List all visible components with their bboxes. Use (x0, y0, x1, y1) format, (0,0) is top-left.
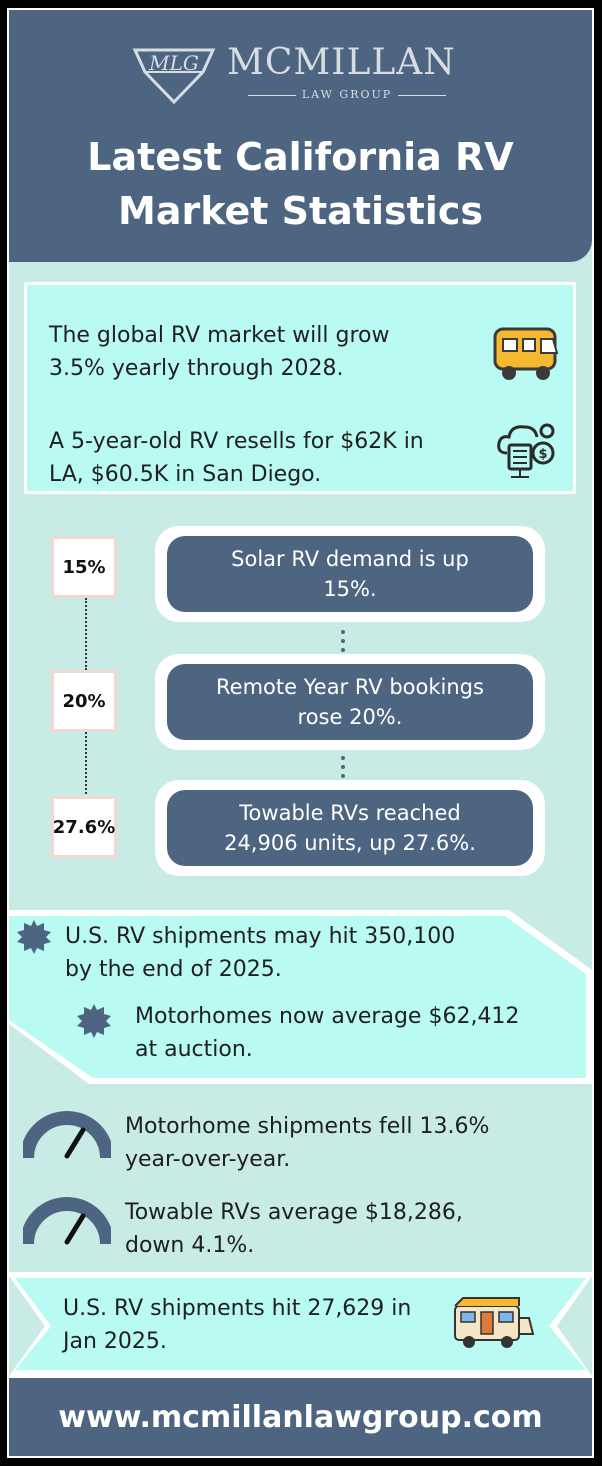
shipments-band-shape (9, 910, 592, 1084)
intro-stat-1-line-2: 3.5% yearly through 2028. (49, 356, 344, 381)
timeline-connector-2 (85, 732, 87, 794)
gauge-item-1-line-2: year-over-year. (125, 1147, 291, 1172)
intro-stat-2: A 5-year-old RV resells for $62K in LA, … (49, 425, 424, 491)
shipments-band: U.S. RV shipments may hit 350,100 by the… (9, 908, 592, 1086)
timeline-badge-2: 20% (51, 670, 117, 732)
final-stat: U.S. RV shipments hit 27,629 in Jan 2025… (63, 1292, 411, 1358)
card-connector-2 (341, 756, 345, 778)
shipments-item-1-line-1: U.S. RV shipments may hit 350,100 (65, 924, 456, 949)
timeline-card-2-text: Remote Year RV bookings rose 20%. (167, 664, 533, 740)
gauge-icon (23, 1197, 111, 1245)
timeline-card-1: Solar RV demand is up 15%. (155, 526, 545, 622)
logo: MLG MCMILLAN LAW GROUP (131, 42, 471, 104)
timeline-card-3-line-2: 24,906 units, up 27.6%. (224, 831, 476, 855)
gauge-item-1-line-1: Motorhome shipments fell 13.6% (125, 1114, 490, 1139)
shipments-item-2: Motorhomes now average $62,412 at auctio… (135, 1000, 519, 1066)
timeline-card-1-line-1: Solar RV demand is up (231, 547, 469, 571)
gauge-item-2-line-2: down 4.1%. (125, 1233, 255, 1258)
timeline-connector-1 (85, 598, 87, 670)
timeline-badge-1: 15% (51, 536, 117, 598)
website-link[interactable]: www.mcmillanlawgroup.com (58, 1399, 543, 1435)
timeline-card-2-line-1: Remote Year RV bookings (216, 675, 484, 699)
timeline-badge-3: 27.6% (51, 796, 117, 858)
rv-trailer-icon (454, 1297, 535, 1348)
logo-name: MCMILLAN (227, 42, 456, 83)
title-line-2: Market Statistics (118, 189, 483, 233)
badge-burst-icon (17, 920, 51, 954)
mlg-emblem-icon: MLG (132, 48, 216, 104)
intro-box: The global RV market will grow 3.5% year… (24, 282, 576, 494)
timeline-card-3-text: Towable RVs reached 24,906 units, up 27.6… (167, 790, 533, 866)
timeline-card-3-line-1: Towable RVs reached (239, 801, 461, 825)
timeline-card-1-text: Solar RV demand is up 15%. (167, 536, 533, 612)
cloud-money-icon: $ (497, 423, 555, 478)
title-line-1: Latest California RV (87, 135, 514, 179)
logo-subtitle: LAW GROUP (227, 88, 467, 101)
final-box-shape (9, 1272, 592, 1382)
shipments-item-2-line-2: at auction. (135, 1037, 253, 1062)
timeline-card-2-line-2: rose 20%. (297, 705, 403, 729)
shipments-item-1-line-2: by the end of 2025. (65, 957, 282, 982)
intro-stat-2-line-2: LA, $60.5K in San Diego. (49, 462, 322, 487)
timeline-card-2: Remote Year RV bookings rose 20%. (155, 654, 545, 750)
final-stat-line-1: U.S. RV shipments hit 27,629 in (63, 1296, 412, 1321)
page-title: Latest California RV Market Statistics (9, 130, 592, 238)
badge-burst-icon (77, 1004, 111, 1038)
footer: www.mcmillanlawgroup.com (9, 1378, 592, 1456)
infographic: MLG MCMILLAN LAW GROUP Latest California… (7, 8, 594, 1458)
timeline-card-1-line-2: 15%. (323, 577, 377, 601)
gauge-item-2: Towable RVs average $18,286, down 4.1%. (125, 1196, 463, 1262)
logo-mark-text: MLG (148, 51, 199, 75)
intro-stat-2-line-1: A 5-year-old RV resells for $62K in (49, 429, 424, 454)
timeline-card-3: Towable RVs reached 24,906 units, up 27.6… (155, 780, 545, 876)
header: MLG MCMILLAN LAW GROUP Latest California… (9, 10, 592, 262)
svg-text:$: $ (538, 447, 547, 462)
gauge-item-2-line-1: Towable RVs average $18,286, (125, 1200, 463, 1225)
camper-van-icon (493, 327, 559, 380)
gauge-icon (23, 1111, 111, 1159)
shipments-item-1: U.S. RV shipments may hit 350,100 by the… (65, 920, 455, 986)
shipments-item-2-line-1: Motorhomes now average $62,412 (135, 1004, 520, 1029)
intro-stat-1-line-1: The global RV market will grow (49, 323, 390, 348)
final-stat-line-2: Jan 2025. (63, 1329, 167, 1354)
intro-stat-1: The global RV market will grow 3.5% year… (49, 319, 390, 385)
card-connector-1 (341, 630, 345, 652)
gauge-item-1: Motorhome shipments fell 13.6% year-over… (125, 1110, 489, 1176)
final-stat-box: U.S. RV shipments hit 27,629 in Jan 2025… (9, 1272, 592, 1382)
